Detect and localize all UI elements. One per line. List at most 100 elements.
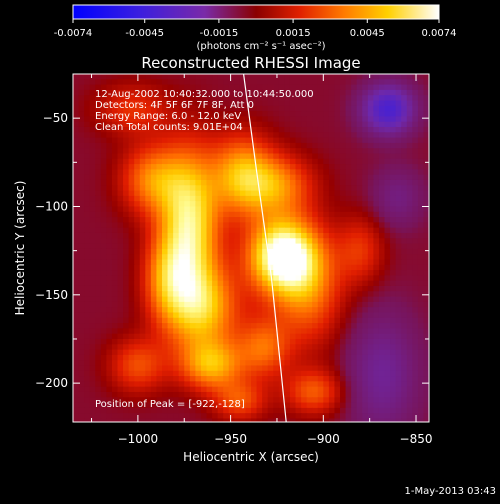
- heatmap-cell: [245, 232, 252, 239]
- heatmap-cell: [345, 142, 352, 149]
- heatmap-cell: [78, 164, 85, 170]
- heatmap-cell: [150, 365, 158, 372]
- heatmap-cell: [84, 84, 91, 91]
- heatmap-cell: [367, 142, 374, 149]
- heatmap-cell: [390, 105, 397, 112]
- heatmap-cell: [367, 333, 374, 340]
- heatmap-cell: [123, 121, 130, 128]
- heatmap-cell: [278, 126, 285, 133]
- heatmap-cell: [390, 164, 397, 170]
- heatmap-cell: [340, 137, 347, 144]
- heatmap-cell: [340, 285, 347, 292]
- heatmap-cell: [362, 111, 369, 117]
- heatmap-cell: [206, 397, 213, 404]
- heatmap-cell: [289, 238, 297, 245]
- heatmap-cell: [423, 307, 429, 314]
- heatmap-cell: [178, 232, 185, 239]
- heatmap-cell: [251, 386, 258, 393]
- heatmap-cell: [89, 418, 96, 422]
- heatmap-cell: [367, 137, 374, 144]
- heatmap-cell: [217, 402, 224, 409]
- heatmap-cell: [189, 211, 196, 218]
- heatmap-cell: [223, 328, 230, 335]
- heatmap-cell: [406, 206, 413, 213]
- heatmap-cell: [273, 185, 280, 192]
- heatmap-cell: [100, 100, 107, 107]
- heatmap-cell: [217, 323, 224, 329]
- heatmap-cell: [206, 111, 213, 117]
- heatmap-cell: [384, 211, 391, 218]
- heatmap-cell: [267, 317, 274, 324]
- heatmap-cell: [189, 227, 196, 234]
- heatmap-cell: [390, 179, 397, 186]
- heatmap-cell: [278, 137, 285, 144]
- heatmap-cell: [262, 206, 269, 213]
- heatmap-cell: [184, 121, 191, 128]
- heatmap-cell: [262, 397, 269, 404]
- heatmap-cell: [228, 381, 235, 388]
- heatmap-cell: [412, 74, 419, 80]
- heatmap-cell: [345, 238, 352, 245]
- heatmap-cell: [301, 328, 308, 335]
- heatmap-cell: [351, 142, 358, 149]
- heatmap-cell: [217, 270, 224, 276]
- heatmap-cell: [117, 179, 124, 186]
- heatmap-cell: [278, 285, 285, 292]
- heatmap-cell: [84, 397, 91, 404]
- heatmap-cell: [189, 217, 196, 223]
- heatmap-cell: [217, 222, 224, 229]
- heatmap-cell: [156, 179, 163, 186]
- heatmap-cell: [384, 227, 391, 234]
- heatmap-cell: [100, 338, 107, 345]
- heatmap-cell: [278, 264, 285, 271]
- heatmap-cell: [217, 386, 224, 393]
- heatmap-cell: [78, 307, 85, 314]
- heatmap-cell: [423, 254, 429, 261]
- heatmap-cell: [184, 381, 191, 388]
- heatmap-cell: [267, 227, 274, 234]
- heatmap-cell: [295, 307, 302, 314]
- heatmap-cell: [273, 84, 280, 91]
- heatmap-cell: [356, 397, 363, 404]
- heatmap-cell: [178, 365, 185, 372]
- heatmap-cell: [317, 349, 324, 356]
- heatmap-cell: [417, 142, 425, 149]
- heatmap-cell: [117, 386, 124, 393]
- heatmap-cell: [301, 169, 308, 176]
- heatmap-cell: [323, 195, 330, 202]
- heatmap-cell: [178, 407, 185, 414]
- colorbar-tick-label: -0.0015: [200, 28, 239, 39]
- heatmap-cell: [134, 79, 141, 86]
- heatmap-cell: [390, 148, 397, 155]
- heatmap-cell: [200, 126, 208, 133]
- heatmap-cell: [267, 206, 274, 213]
- heatmap-cell: [362, 333, 369, 340]
- heatmap-cell: [217, 376, 224, 382]
- heatmap-cell: [295, 116, 302, 123]
- heatmap-cell: [184, 195, 191, 202]
- heatmap-cell: [195, 402, 202, 409]
- heatmap-cell: [378, 74, 386, 80]
- heatmap-cell: [301, 185, 308, 192]
- heatmap-cell: [345, 413, 352, 420]
- heatmap-cell: [284, 105, 291, 112]
- heatmap-cell: [206, 291, 213, 298]
- heatmap-cell: [340, 296, 347, 303]
- heatmap-cell: [378, 243, 386, 250]
- heatmap-cell: [223, 132, 230, 139]
- heatmap-cell: [173, 169, 180, 176]
- heatmap-cell: [162, 153, 169, 160]
- heatmap-cell: [295, 418, 302, 422]
- heatmap-cell: [328, 307, 336, 314]
- heatmap-cell: [328, 116, 336, 123]
- heatmap-cell: [406, 312, 413, 319]
- heatmap-cell: [378, 142, 386, 149]
- heatmap-cell: [373, 376, 380, 382]
- heatmap-cell: [273, 407, 280, 414]
- heatmap-cell: [162, 254, 169, 261]
- heatmap-cell: [134, 370, 141, 377]
- heatmap-cell: [251, 418, 258, 422]
- heatmap-cell: [340, 381, 347, 388]
- heatmap-cell: [156, 391, 163, 398]
- heatmap-cell: [145, 317, 152, 324]
